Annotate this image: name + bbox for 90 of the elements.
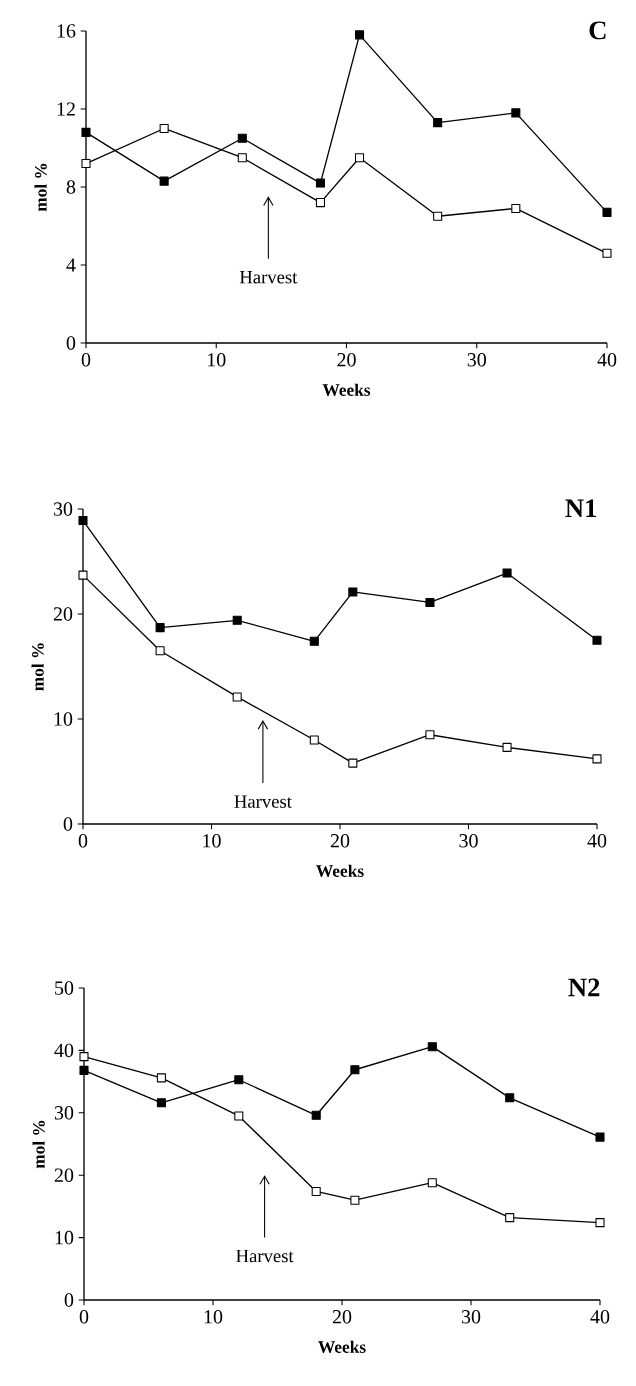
point — [354, 153, 365, 163]
point — [81, 127, 91, 137]
point — [237, 153, 247, 163]
point — [79, 1052, 89, 1062]
point — [350, 1195, 360, 1205]
point — [232, 615, 242, 625]
y-tick-label: 0 — [63, 817, 73, 831]
point — [234, 1075, 244, 1085]
point — [311, 1110, 321, 1120]
point — [433, 118, 443, 128]
x-tick-label: 10 — [203, 834, 221, 848]
annotation: Harvest — [236, 1249, 294, 1263]
x-axis-title: Weeks — [322, 383, 371, 396]
point — [425, 730, 435, 740]
point — [511, 203, 521, 213]
y-axis-title: mol % — [31, 643, 44, 691]
point — [433, 211, 443, 221]
annotation: Harvest — [234, 795, 292, 808]
annotation: Harvest — [239, 271, 298, 284]
point — [81, 159, 91, 169]
x-tick-label: 40 — [597, 353, 617, 367]
y-tick-label: 10 — [54, 712, 73, 726]
x-axis-title: Weeks — [316, 864, 364, 877]
x-tick-label: 20 — [337, 353, 356, 367]
point — [159, 123, 169, 134]
point — [78, 570, 88, 580]
point — [348, 758, 358, 768]
point — [505, 1213, 515, 1223]
point — [602, 207, 612, 217]
point — [159, 176, 169, 186]
y-tick-label: 30 — [54, 1106, 74, 1120]
y-tick-label: 40 — [54, 1043, 74, 1058]
x-axis-title: Weeks — [318, 1340, 366, 1353]
x-tick-label: 0 — [79, 1310, 89, 1324]
point — [309, 636, 319, 646]
point — [427, 1042, 437, 1052]
x-tick-label: 30 — [461, 1310, 481, 1324]
x-tick-label: 20 — [330, 834, 350, 848]
point — [592, 754, 602, 764]
x-tick-label: 0 — [81, 353, 91, 367]
x-tick-label: 10 — [204, 1310, 223, 1324]
x-tick-label: 20 — [332, 1310, 352, 1324]
x-tick-label: 40 — [587, 834, 607, 848]
point — [602, 248, 612, 258]
x-tick-label: 30 — [467, 353, 486, 367]
y-tick-label: 0 — [64, 1293, 74, 1307]
point — [237, 133, 247, 143]
point — [348, 587, 358, 597]
point — [156, 1098, 166, 1108]
y-tick-label: 20 — [53, 607, 73, 621]
y-tick-label: 4 — [66, 258, 76, 272]
point — [350, 1065, 360, 1075]
point — [502, 568, 512, 578]
point — [78, 516, 88, 526]
point — [155, 646, 165, 656]
point — [315, 178, 325, 188]
x-tick-label: 0 — [78, 834, 88, 848]
point — [592, 635, 602, 645]
y-tick-label: 10 — [55, 1230, 74, 1245]
point — [595, 1218, 605, 1228]
point — [595, 1132, 605, 1142]
y-tick-label: 50 — [55, 981, 74, 995]
y-tick-label: 0 — [66, 336, 76, 350]
point — [502, 742, 512, 752]
chart-title: C — [589, 21, 606, 40]
point — [354, 30, 365, 40]
point — [311, 1186, 321, 1196]
point — [156, 1073, 166, 1083]
chart-title: N2 — [568, 978, 600, 997]
x-tick-label: 40 — [590, 1310, 610, 1324]
x-tick-label: 10 — [208, 353, 226, 367]
y-axis-title: mol % — [32, 1120, 45, 1169]
y-tick-label: 20 — [54, 1168, 74, 1182]
x-tick-label: 30 — [459, 834, 478, 848]
y-axis-title: mol % — [34, 163, 47, 212]
point — [234, 1111, 244, 1121]
y-tick-label: 16 — [57, 24, 76, 38]
y-tick-label: 12 — [57, 102, 75, 116]
point — [79, 1065, 89, 1075]
y-tick-label: 30 — [53, 502, 73, 516]
point — [427, 1178, 437, 1188]
point — [505, 1093, 515, 1103]
y-tick-label: 8 — [66, 180, 76, 194]
point — [309, 735, 319, 745]
point — [232, 692, 242, 702]
point — [315, 198, 325, 208]
point — [511, 108, 521, 118]
point — [425, 597, 435, 607]
chart-title: N1 — [565, 499, 597, 518]
point — [155, 623, 165, 633]
